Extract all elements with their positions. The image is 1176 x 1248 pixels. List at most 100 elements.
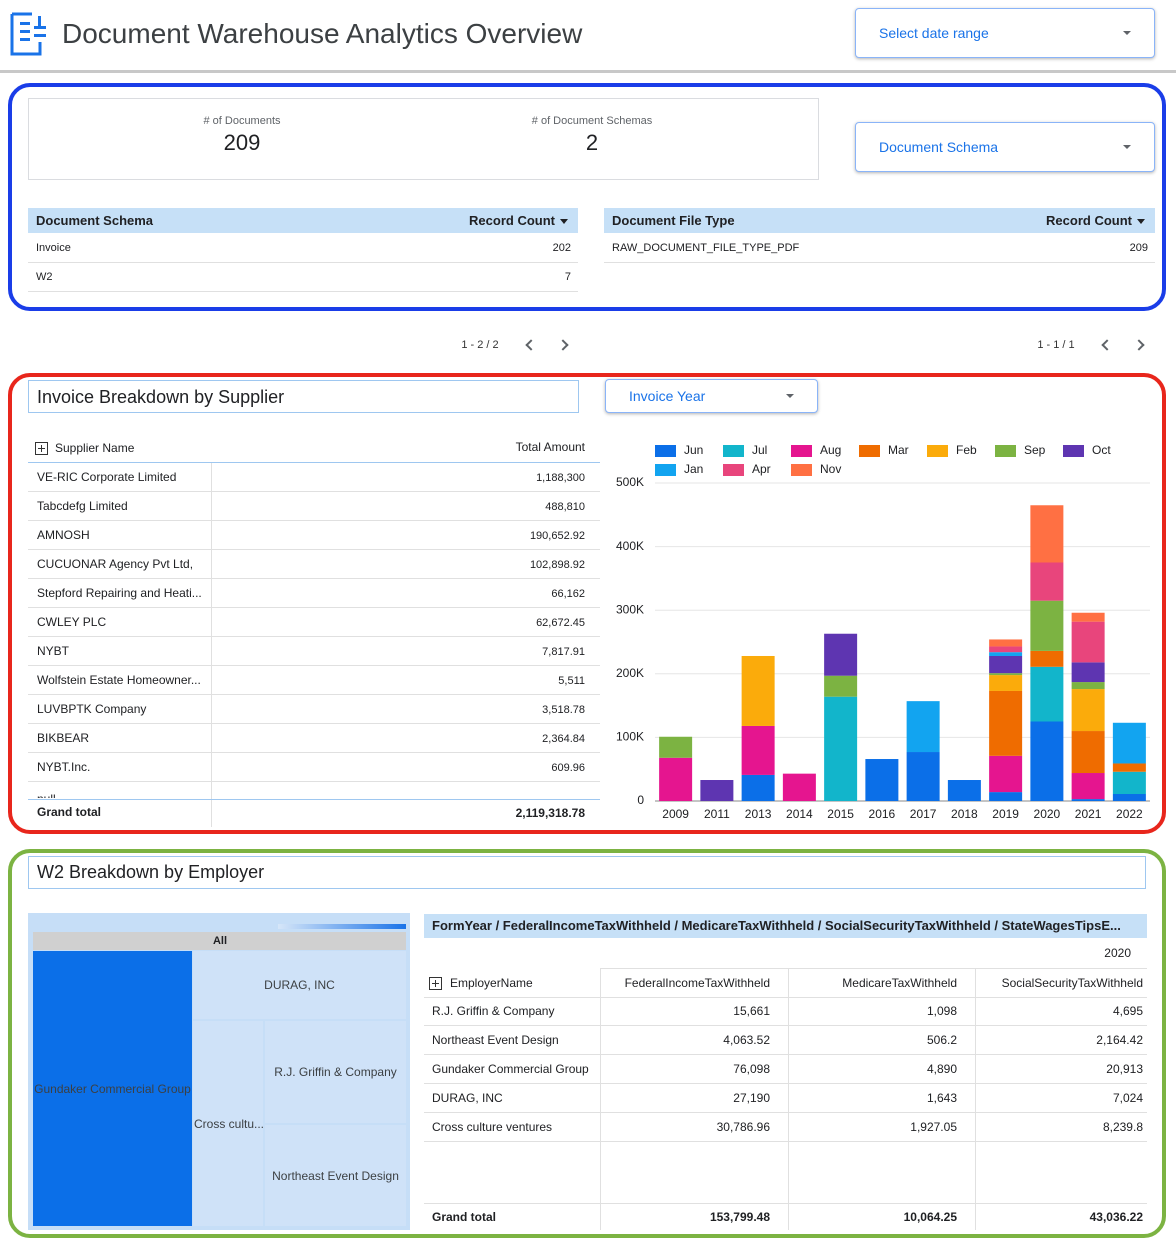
dropdown-label[interactable]: Select date range xyxy=(879,25,989,41)
column-header: EmployerName xyxy=(450,976,533,990)
row-divider xyxy=(28,262,578,263)
pagination: 1 - 1 / 1 xyxy=(1037,339,1075,351)
column-header: FederalIncomeTaxWithheld xyxy=(624,976,770,990)
dropdown[interactable] xyxy=(855,122,1155,172)
dropdown[interactable] xyxy=(855,8,1155,58)
total-cell: 43,036.22 xyxy=(1089,1210,1143,1224)
total-cell: Grand total xyxy=(37,805,102,819)
row-divider xyxy=(28,799,600,800)
expand-icon xyxy=(435,980,436,987)
page-arrow[interactable] xyxy=(1101,339,1113,351)
table-cell: 609.96 xyxy=(551,762,585,774)
treemap-label: DURAG, INC xyxy=(264,978,335,992)
expand-icon[interactable] xyxy=(429,977,442,990)
page-title: Document Warehouse Analytics Overview xyxy=(62,18,583,49)
app-icon xyxy=(10,12,46,56)
expand-icon[interactable] xyxy=(35,442,48,455)
table-cell: R.J. Griffin & Company xyxy=(432,1004,555,1018)
table-header xyxy=(604,208,1155,233)
total-cell: 153,799.48 xyxy=(709,1210,770,1224)
table-cell: Invoice xyxy=(36,242,71,254)
dropdown[interactable] xyxy=(605,379,818,413)
row-divider xyxy=(28,578,600,579)
table-cell: AMNOSH xyxy=(37,528,90,542)
row-divider xyxy=(424,1083,1147,1084)
row-divider xyxy=(28,781,600,782)
total-cell: 2,119,318.78 xyxy=(515,806,585,820)
row-divider xyxy=(600,968,1147,969)
row-divider xyxy=(424,1054,1147,1055)
pagination: 1 - 2 / 2 xyxy=(461,339,499,351)
page-arrow[interactable] xyxy=(1133,339,1145,351)
table-cell: Stepford Repairing and Heati... xyxy=(37,586,202,600)
treemap-scrollbar xyxy=(278,924,406,929)
row-divider xyxy=(28,607,600,608)
section-frame xyxy=(8,373,1166,834)
total-cell: 10,064.25 xyxy=(903,1210,957,1224)
sort-arrow[interactable] xyxy=(1137,219,1145,224)
table-cell: VE-RIC Corporate Limited xyxy=(37,470,177,484)
row-divider xyxy=(28,462,600,463)
dropdown-caret xyxy=(1123,31,1131,35)
row-divider xyxy=(28,291,578,292)
table-cell: 1,098 xyxy=(926,1004,957,1018)
table-cell: 190,652.92 xyxy=(529,530,585,542)
row-divider xyxy=(28,549,600,550)
row-divider xyxy=(28,520,600,521)
table-cell: 2,164.42 xyxy=(1096,1033,1143,1047)
table-cell: null xyxy=(37,789,56,798)
table-cell: 202 xyxy=(552,242,571,254)
table-cell: 66,162 xyxy=(551,588,585,600)
section-title-box xyxy=(28,856,1146,889)
treemap-cell[interactable] xyxy=(265,1125,406,1226)
treemap-label: Northeast Event Design xyxy=(272,1168,399,1183)
dropdown-label[interactable]: Document Schema xyxy=(879,139,999,155)
page-arrow[interactable] xyxy=(557,339,569,351)
table-cell: 209 xyxy=(1129,242,1148,254)
row-divider xyxy=(424,1141,1147,1142)
treemap-label: R.J. Griffin & Company xyxy=(274,1065,397,1079)
scorecard xyxy=(28,98,819,180)
column-header: SocialSecurityTaxWithheld xyxy=(1001,976,1143,990)
column-header: Document File Type xyxy=(612,213,735,228)
treemap-label: Gundaker Commercial Group xyxy=(34,1081,191,1096)
column-divider xyxy=(788,968,789,1230)
table-cell: 2,364.84 xyxy=(542,733,585,745)
table-cell: BIKBEAR xyxy=(37,731,90,745)
row-divider xyxy=(28,636,600,637)
table-cell: CWLEY PLC xyxy=(37,615,107,629)
column-header: Supplier Name xyxy=(55,441,135,455)
treemap-cell[interactable] xyxy=(33,951,192,1226)
treemap-header xyxy=(33,932,406,950)
dropdown-label[interactable]: Invoice Year xyxy=(629,388,706,404)
table-cell: 506.2 xyxy=(926,1033,957,1047)
treemap-cell[interactable] xyxy=(193,951,406,1019)
row-divider xyxy=(424,1203,1147,1204)
treemap-cell[interactable] xyxy=(265,1021,406,1123)
section-frame xyxy=(8,83,1166,311)
table-cell: 76,098 xyxy=(733,1062,770,1076)
table-cell: LUVBPTK Company xyxy=(37,702,147,716)
treemap-root: All xyxy=(212,935,228,947)
treemap-cell[interactable] xyxy=(193,1021,263,1226)
table-cell: Northeast Event Design xyxy=(432,1033,559,1047)
section-frame xyxy=(8,849,1166,1238)
sort-arrow[interactable] xyxy=(560,219,568,224)
column-header: Record Count xyxy=(1046,213,1132,228)
row-divider xyxy=(28,665,600,666)
table-cell: CUCUONAR Agency Pvt Ltd, xyxy=(37,557,194,571)
table-cell: 1,643 xyxy=(926,1091,957,1105)
column-header: MedicareTaxWithheld xyxy=(842,976,957,990)
column-divider xyxy=(211,463,212,827)
table-cell: 4,063.52 xyxy=(723,1033,770,1047)
table-cell: RAW_DOCUMENT_FILE_TYPE_PDF xyxy=(612,242,800,254)
table-cell: 7 xyxy=(564,271,571,283)
column-header: Total Amount xyxy=(515,440,585,454)
table-cell: Cross culture ventures xyxy=(432,1120,553,1134)
table-cell: 5,511 xyxy=(558,675,585,687)
table-cell: 102,898.92 xyxy=(529,559,585,571)
row-divider xyxy=(424,1112,1147,1113)
page-arrow[interactable] xyxy=(525,339,537,351)
table-cell: 488,810 xyxy=(545,501,585,513)
